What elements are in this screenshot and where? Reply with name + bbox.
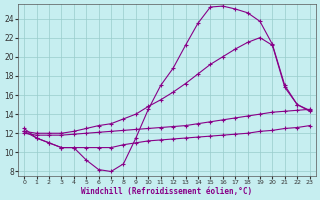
X-axis label: Windchill (Refroidissement éolien,°C): Windchill (Refroidissement éolien,°C): [81, 187, 252, 196]
